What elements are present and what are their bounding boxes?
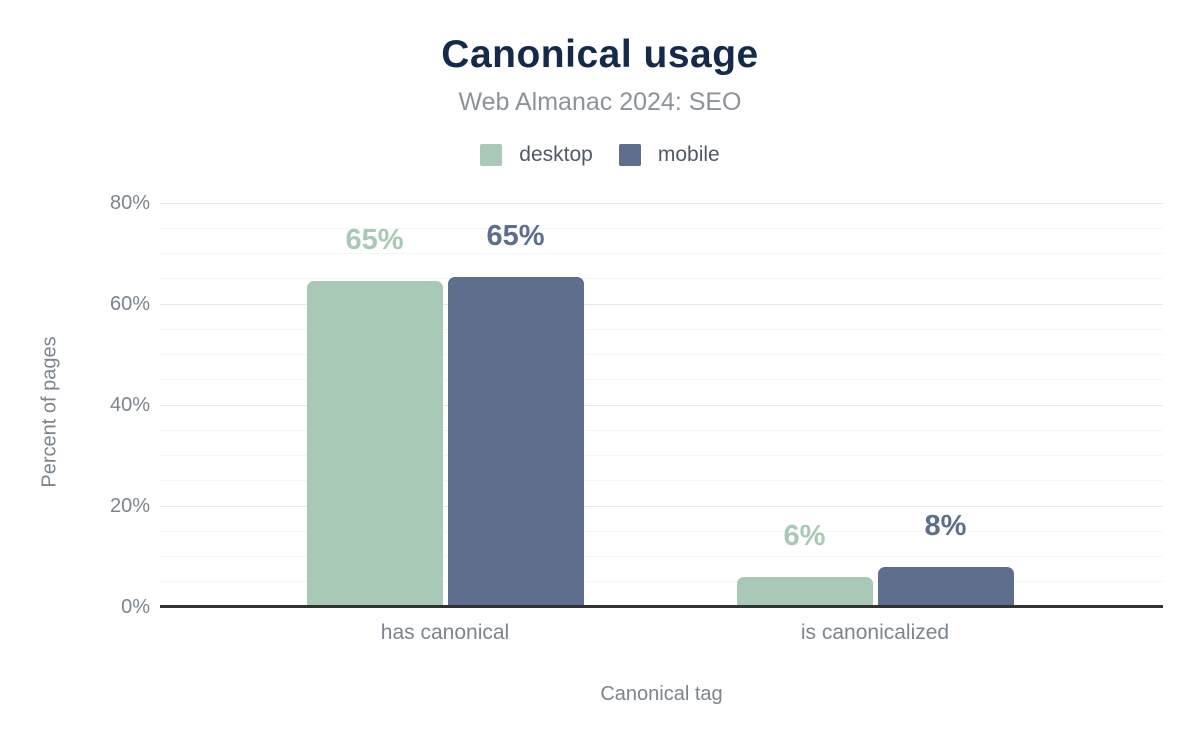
gridline-55pct: [160, 328, 1163, 330]
legend-swatch-mobile-icon: [618, 144, 641, 166]
x-category-label-has-canonical: has canonical: [380, 621, 510, 644]
gridline-65pct: [160, 278, 1163, 280]
gridline-30pct: [160, 455, 1163, 456]
gridline-50pct: [160, 354, 1163, 355]
gridline-70pct: [160, 253, 1163, 254]
gridline-15pct: [160, 530, 1163, 532]
x-category-label-is-canonicalized: is canonicalized: [800, 621, 950, 644]
legend-item-desktop: desktop: [480, 143, 593, 167]
data-label-mobile-has-canonical: 65%: [486, 220, 545, 253]
gridline-25pct: [160, 480, 1163, 482]
y-tick-label-20pct: 20%: [109, 495, 150, 517]
bar-mobile-is-canonicalized: [877, 566, 1014, 607]
y-tick-label-40pct: 40%: [109, 394, 150, 416]
gridline-5pct: [160, 581, 1163, 583]
gridline-45pct: [160, 379, 1163, 381]
legend-label-desktop: desktop: [519, 143, 593, 166]
legend-label-mobile: mobile: [657, 143, 720, 166]
y-tick-label-60pct: 60%: [109, 293, 150, 315]
bar-desktop-is-canonicalized: [736, 576, 873, 607]
data-label-desktop-has-canonical: 65%: [345, 224, 404, 257]
plot-area: 65% 65% 6% 8%: [160, 202, 1163, 608]
gridline-60pct: [160, 303, 1163, 305]
bar-desktop-has-canonical: [306, 281, 443, 607]
gridline-10pct: [160, 556, 1163, 557]
x-axis-title: Canonical tag: [600, 683, 723, 705]
chart-title: Canonical usage: [441, 33, 759, 76]
data-label-desktop-is-canonicalized: 6%: [783, 519, 826, 552]
gridline-35pct: [160, 429, 1163, 431]
gridline-40pct: [160, 404, 1163, 406]
data-label-mobile-is-canonicalized: 8%: [924, 509, 967, 542]
gridline-80pct: [160, 202, 1163, 204]
legend-item-mobile: mobile: [618, 143, 720, 167]
bar-mobile-has-canonical: [447, 277, 584, 607]
legend: desktop mobile: [0, 143, 1200, 167]
x-axis-line: [160, 605, 1163, 608]
gridline-20pct: [160, 505, 1163, 507]
y-tick-label-0pct: 0%: [121, 596, 150, 618]
chart-subtitle: Web Almanac 2024: SEO: [458, 88, 742, 116]
y-tick-label-80pct: 80%: [109, 192, 150, 214]
legend-swatch-desktop-icon: [480, 144, 503, 166]
gridline-75pct: [160, 227, 1163, 229]
